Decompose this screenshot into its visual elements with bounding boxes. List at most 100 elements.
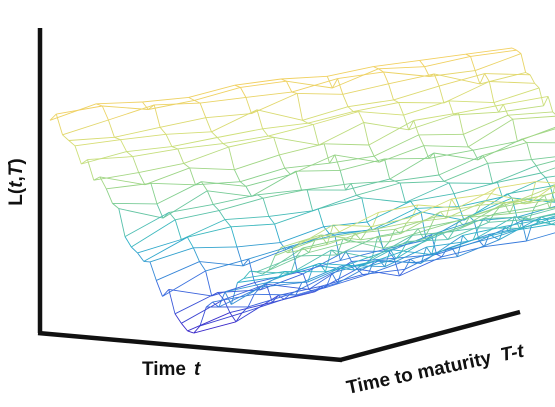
surface-line-maturity xyxy=(536,160,555,167)
surface-line-time xyxy=(177,148,185,164)
surface-line-maturity xyxy=(433,152,479,161)
surface-line-maturity xyxy=(453,111,499,116)
surface-line-maturity xyxy=(490,193,531,203)
surface-line-maturity xyxy=(108,104,155,121)
surface-line-maturity xyxy=(389,228,430,243)
surface-line-time xyxy=(153,104,161,128)
surface-line-maturity xyxy=(384,246,427,268)
surface-line-maturity xyxy=(273,136,319,146)
surface-line-maturity xyxy=(526,232,555,242)
surface-line-time xyxy=(447,231,454,240)
surface-line-time xyxy=(211,131,218,138)
surface-line-maturity xyxy=(256,255,297,273)
surface-line-maturity xyxy=(124,212,170,237)
surface-line-maturity xyxy=(211,109,258,133)
surface-line-time xyxy=(540,172,546,178)
surface-line-time xyxy=(245,186,252,197)
surface-line-time xyxy=(118,208,126,237)
surface-line-time xyxy=(535,165,542,174)
surface-line-maturity xyxy=(366,222,407,232)
surface-line-maturity xyxy=(189,167,235,171)
surface-line-maturity xyxy=(406,217,447,224)
surface-line-maturity xyxy=(434,214,475,218)
surface-line-time xyxy=(155,280,163,297)
surface-line-maturity xyxy=(474,201,515,216)
surface-line-time xyxy=(493,207,500,215)
surface-line-maturity xyxy=(211,282,255,297)
surface-line-maturity xyxy=(465,47,513,55)
surface-line-maturity xyxy=(350,180,395,185)
surface-line-maturity xyxy=(363,122,409,131)
surface-line-maturity xyxy=(378,204,418,213)
surface-line-time xyxy=(254,282,261,291)
surface-line-time xyxy=(242,258,250,267)
surface-line-maturity xyxy=(541,213,555,218)
surface-line-time xyxy=(345,183,352,191)
surface-line-maturity xyxy=(524,208,555,218)
surface-line-maturity xyxy=(424,55,471,68)
surface-line-time xyxy=(451,248,458,257)
surface-line-maturity xyxy=(218,197,264,212)
surface-line-maturity xyxy=(339,211,379,233)
surface-line-time xyxy=(483,218,489,223)
surface-line-maturity xyxy=(295,169,341,172)
surface-line-time xyxy=(237,278,245,283)
surface-line-maturity xyxy=(326,230,367,245)
surface-line-time xyxy=(296,247,304,257)
x-axis-line xyxy=(37,330,343,363)
surface-line-maturity xyxy=(457,239,500,258)
surface-line-time xyxy=(388,251,395,259)
surface-line-time xyxy=(126,151,133,157)
surface-line-time xyxy=(399,269,406,277)
surface-line-maturity xyxy=(266,281,308,284)
z-axis-label-T: T xyxy=(6,163,27,176)
surface-line-maturity xyxy=(217,128,263,138)
surface-line-maturity xyxy=(142,96,189,103)
surface-line-time xyxy=(68,140,76,147)
surface-line-maturity xyxy=(345,178,390,191)
surface-line-time xyxy=(205,117,212,132)
x-axis-label-var: t xyxy=(194,359,201,380)
surface-line-time xyxy=(62,134,70,141)
surface-line-time xyxy=(223,299,231,313)
surface-line-maturity xyxy=(194,86,241,101)
surface-line-time xyxy=(326,76,333,89)
surface-line-maturity xyxy=(278,262,320,278)
surface-line-maturity xyxy=(236,242,281,248)
surface-line-maturity xyxy=(377,228,419,237)
surface-line-maturity xyxy=(467,118,513,148)
z-axis-label: L(t,T) xyxy=(6,158,27,205)
surface-line-maturity xyxy=(308,241,350,253)
surface-line-time xyxy=(331,249,338,256)
surface-line-maturity xyxy=(325,262,367,273)
surface-line-time xyxy=(247,294,255,308)
surface-line-time xyxy=(278,271,285,278)
surface-line-time xyxy=(229,312,237,323)
surface-line-maturity xyxy=(150,182,196,186)
surface-line-time xyxy=(332,224,340,233)
surface-line-maturity xyxy=(286,80,333,89)
surface-line-maturity xyxy=(395,232,438,260)
surface-line-time xyxy=(419,60,425,67)
surface-line-time xyxy=(488,81,495,103)
surface-line-maturity xyxy=(112,202,158,205)
surface-line-maturity xyxy=(521,128,555,140)
surface-line-maturity xyxy=(420,211,465,221)
surface-line-time xyxy=(356,194,362,199)
surface-line-maturity xyxy=(372,207,417,231)
surface-line-time xyxy=(174,313,182,324)
surface-line-time xyxy=(199,102,207,118)
surface-line-time xyxy=(482,155,489,164)
surface-line-maturity xyxy=(205,258,249,272)
surface-line-maturity xyxy=(242,249,287,267)
surface-line-time xyxy=(529,74,535,84)
surface-line-maturity xyxy=(358,111,404,116)
surface-line-maturity xyxy=(205,113,252,119)
surface-line-time xyxy=(192,247,200,262)
surface-line-maturity xyxy=(473,140,518,151)
surface-line-time xyxy=(216,137,224,144)
surface-line-maturity xyxy=(423,145,469,148)
surface-line-time xyxy=(539,194,545,200)
surface-line-maturity xyxy=(379,259,422,264)
surface-line-maturity xyxy=(218,286,261,308)
